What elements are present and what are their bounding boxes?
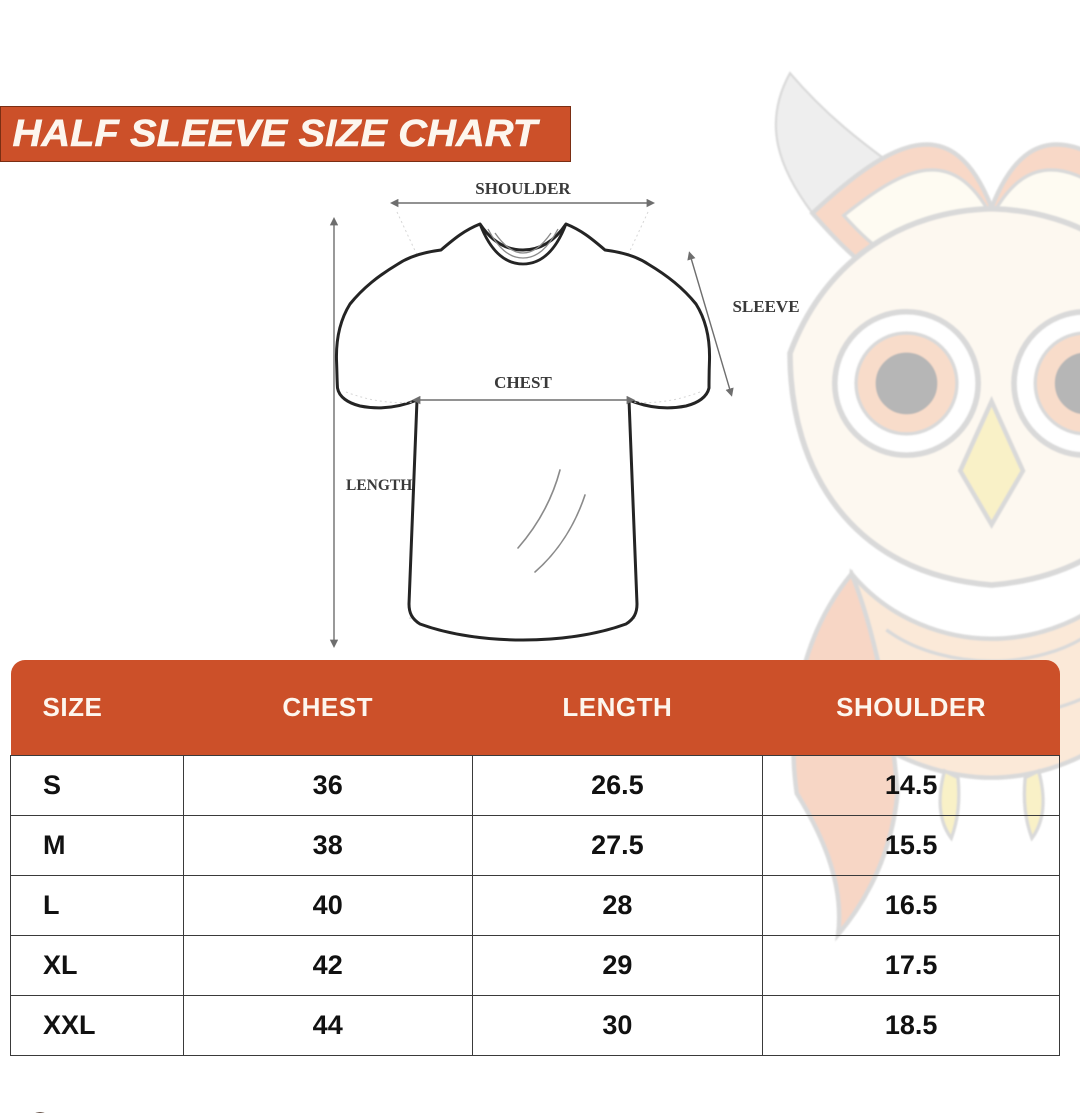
svg-text:CHEST: CHEST xyxy=(494,373,552,392)
svg-text:SLEEVE: SLEEVE xyxy=(732,297,799,316)
svg-text:LENGTH: LENGTH xyxy=(346,477,412,494)
svg-text:SHOULDER: SHOULDER xyxy=(475,179,571,198)
